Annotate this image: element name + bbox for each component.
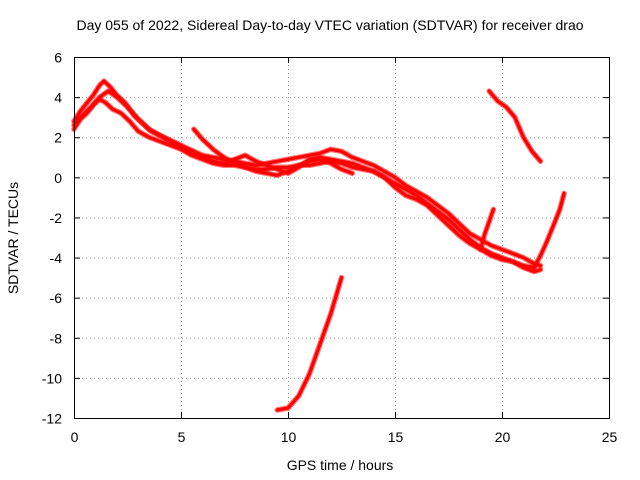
series-trace-8 — [479, 207, 495, 252]
series-trace-4 — [192, 127, 354, 177]
grid — [74, 57, 609, 418]
x-axis-label: GPS time / hours — [287, 457, 394, 473]
y-axis-label: SDTVAR / TECUs — [5, 182, 21, 294]
y-tick-label: -12 — [42, 411, 62, 427]
y-tick-label: 2 — [54, 130, 62, 146]
y-tick-label: -10 — [42, 370, 62, 386]
y-tick-label: -2 — [50, 210, 63, 226]
y-tick-label: -4 — [50, 250, 63, 266]
x-tick-label: 15 — [388, 429, 404, 445]
x-tick-label: 25 — [602, 429, 618, 445]
x-tick-label: 10 — [281, 429, 297, 445]
y-tick-label: 0 — [54, 170, 62, 186]
series-layer — [71, 78, 567, 413]
x-tick-label: 5 — [178, 429, 186, 445]
axis-ticks — [74, 57, 610, 419]
plot-frame — [74, 57, 610, 419]
series-trace-5-band — [274, 274, 345, 413]
series-trace-3 — [72, 89, 536, 270]
series-trace-6 — [487, 89, 543, 163]
x-tick-label: 20 — [495, 429, 511, 445]
y-tick-label: 4 — [54, 90, 62, 106]
y-tick-label: -6 — [50, 290, 63, 306]
chart-title: Day 055 of 2022, Sidereal Day-to-day VTE… — [76, 17, 583, 33]
y-tick-label: -8 — [50, 330, 63, 346]
y-axis: -12 -10 -8 -6 -4 -2 0 2 4 6 — [42, 50, 62, 427]
series-trace-5 — [275, 276, 344, 412]
series-trace-7 — [532, 191, 566, 270]
x-tick-label: 0 — [71, 429, 79, 445]
y-tick-label: 6 — [54, 50, 62, 66]
x-axis: 0 5 10 15 20 25 — [71, 429, 618, 445]
